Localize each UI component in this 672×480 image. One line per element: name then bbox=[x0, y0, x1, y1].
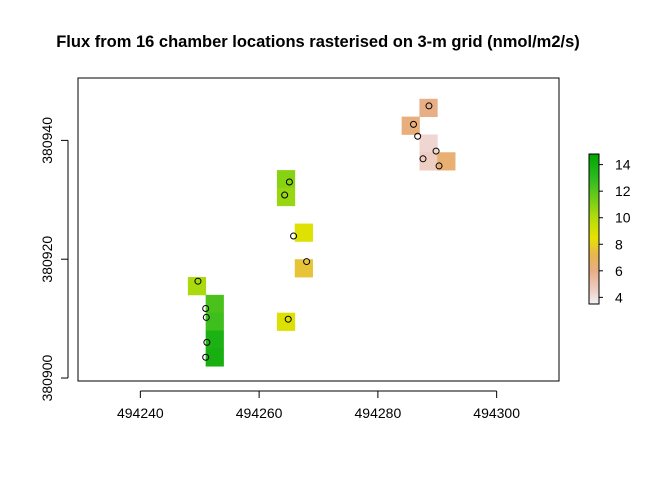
colorbar-tick-label: 10 bbox=[615, 210, 631, 226]
chamber-point bbox=[202, 353, 210, 361]
raster-cell bbox=[437, 152, 456, 171]
y-axis: 380900 380920 380940 bbox=[39, 117, 69, 401]
raster-cell bbox=[294, 223, 313, 242]
raster-cell bbox=[205, 312, 224, 331]
chamber-point bbox=[414, 132, 422, 140]
colorbar-tick-label: 4 bbox=[615, 289, 623, 305]
x-axis: 494240 494260 494280 494300 bbox=[117, 390, 520, 421]
colorbar-tick-label: 8 bbox=[615, 236, 623, 252]
colorbar-tick-label: 12 bbox=[615, 183, 631, 199]
raster-cell bbox=[205, 348, 224, 367]
raster-cells bbox=[187, 98, 456, 367]
chamber-point bbox=[303, 258, 311, 266]
x-tick-label: 494300 bbox=[473, 405, 520, 421]
raster-cell bbox=[419, 134, 438, 153]
y-tick-label: 380940 bbox=[39, 117, 55, 164]
chamber-point bbox=[203, 338, 211, 346]
chamber-point bbox=[425, 102, 433, 110]
x-tick-label: 494240 bbox=[117, 405, 164, 421]
colorbar-legend: 4 6 8 10 12 14 bbox=[588, 153, 631, 305]
chamber-point bbox=[419, 155, 427, 163]
raster-cell bbox=[419, 152, 438, 171]
raster-cell bbox=[205, 294, 224, 314]
plot-frame bbox=[77, 77, 560, 382]
y-tick-label: 380920 bbox=[39, 236, 55, 283]
x-tick-label: 494280 bbox=[355, 405, 402, 421]
chamber-point bbox=[281, 191, 289, 199]
chamber-point bbox=[194, 277, 202, 285]
chamber-points bbox=[194, 102, 443, 361]
raster-cell bbox=[419, 98, 438, 118]
raster-cell bbox=[205, 330, 224, 349]
raster-cell bbox=[187, 277, 207, 296]
chamber-point bbox=[202, 313, 210, 321]
chamber-point bbox=[435, 162, 443, 170]
y-tick-label: 380900 bbox=[39, 354, 55, 401]
chamber-point bbox=[410, 120, 418, 128]
chamber-point bbox=[202, 305, 210, 313]
raster-cell bbox=[276, 187, 296, 207]
chamber-point bbox=[284, 315, 292, 323]
colorbar-tick-label: 14 bbox=[615, 157, 631, 173]
colorbar-tick-label: 6 bbox=[615, 263, 623, 279]
x-tick-label: 494260 bbox=[236, 405, 283, 421]
chamber-point bbox=[285, 178, 293, 186]
chamber-point bbox=[290, 232, 298, 240]
raster-cell bbox=[276, 170, 296, 189]
chamber-point bbox=[432, 147, 440, 155]
chart-title: Flux from 16 chamber locations rasterise… bbox=[56, 33, 580, 51]
colorbar-ramp bbox=[588, 153, 600, 305]
